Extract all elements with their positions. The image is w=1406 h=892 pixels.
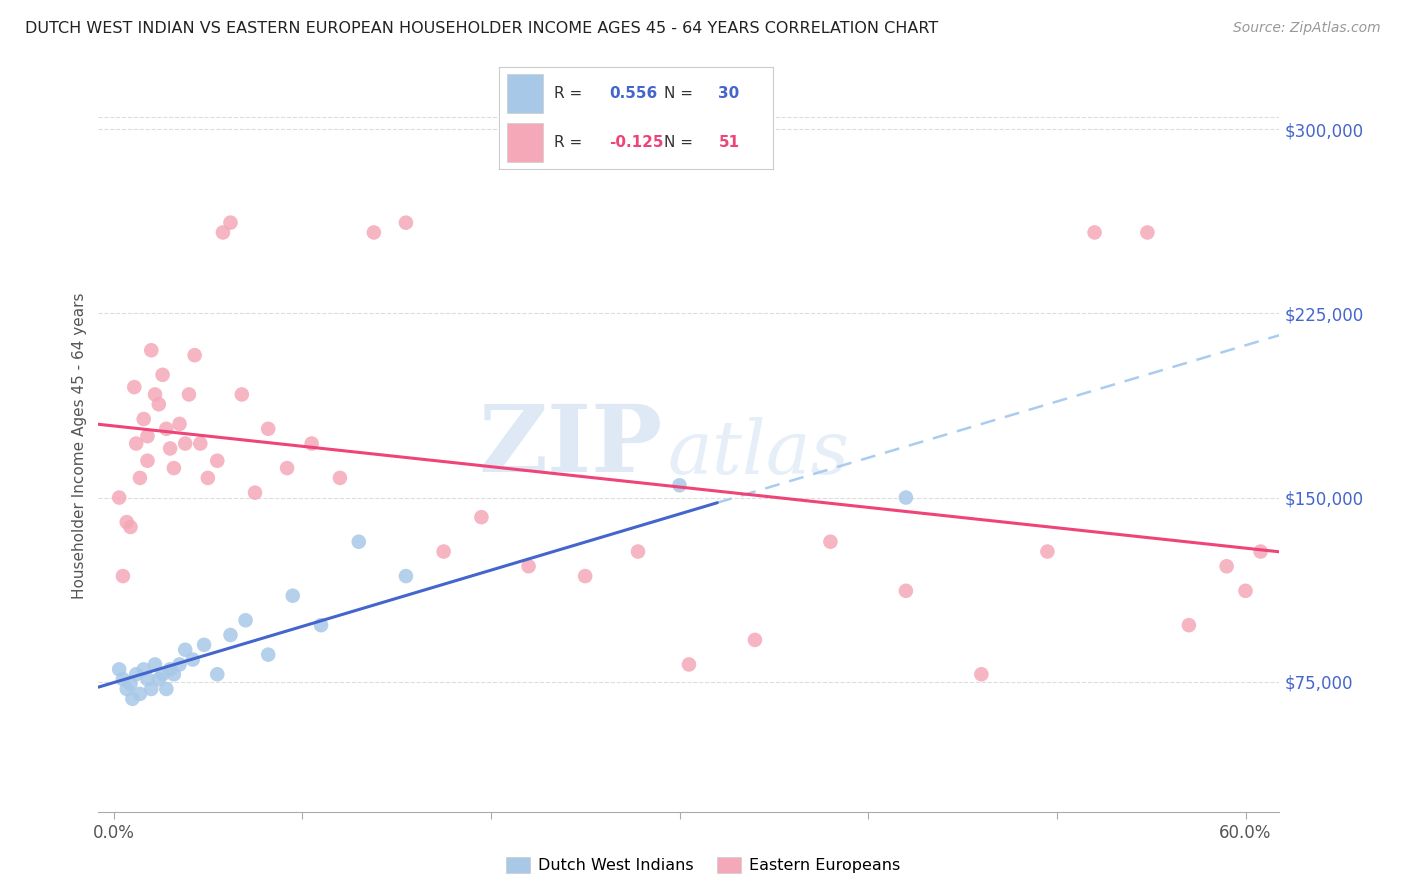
Point [219, 628, 242, 642]
Point [132, 662, 155, 676]
Point [1036, 544, 1059, 558]
Point [155, 681, 177, 696]
Point [152, 667, 174, 681]
Point [183, 348, 205, 362]
Point [574, 569, 596, 583]
Point [193, 638, 215, 652]
Point [188, 436, 211, 450]
Text: -0.125: -0.125 [609, 136, 664, 151]
Point [121, 691, 143, 706]
Point [395, 569, 418, 583]
Point [1250, 544, 1272, 558]
Text: N =: N = [664, 136, 697, 151]
Point [159, 662, 181, 676]
Text: R =: R = [554, 136, 588, 151]
Point [163, 461, 186, 475]
Point [1083, 226, 1105, 240]
Point [136, 672, 159, 686]
Point [668, 478, 690, 492]
Point [347, 534, 370, 549]
Point [517, 559, 540, 574]
Point [257, 422, 280, 436]
Point [136, 429, 159, 443]
Point [141, 681, 163, 696]
Point [132, 412, 155, 426]
Point [207, 667, 229, 681]
Point [174, 642, 197, 657]
Text: R =: R = [554, 86, 588, 101]
Text: N =: N = [664, 86, 697, 101]
Point [169, 417, 191, 431]
Point [820, 534, 842, 549]
Point [115, 515, 138, 529]
Point [281, 589, 304, 603]
Text: ZIP: ZIP [478, 401, 664, 491]
Point [894, 491, 917, 505]
Point [212, 226, 235, 240]
Point [111, 569, 134, 583]
Text: 51: 51 [718, 136, 740, 151]
Point [894, 583, 917, 598]
Point [231, 387, 253, 401]
Point [219, 216, 242, 230]
Point [243, 485, 266, 500]
Point [125, 436, 148, 450]
Point [129, 471, 152, 485]
Point [433, 544, 456, 558]
Point [235, 613, 257, 627]
Point [163, 667, 186, 681]
Point [108, 662, 131, 676]
Point [363, 226, 385, 240]
Point [301, 436, 323, 450]
Point [152, 368, 174, 382]
Point [627, 544, 650, 558]
Point [148, 672, 170, 686]
Text: 30: 30 [718, 86, 740, 101]
Y-axis label: Householder Income Ages 45 - 64 years: Householder Income Ages 45 - 64 years [72, 293, 87, 599]
Point [122, 380, 145, 394]
Text: DUTCH WEST INDIAN VS EASTERN EUROPEAN HOUSEHOLDER INCOME AGES 45 - 64 YEARS CORR: DUTCH WEST INDIAN VS EASTERN EUROPEAN HO… [25, 21, 939, 36]
Point [177, 387, 200, 401]
Point [309, 618, 332, 632]
Point [678, 657, 700, 672]
Text: atlas: atlas [668, 417, 849, 490]
Point [148, 397, 170, 411]
Point [181, 652, 204, 666]
Point [1136, 226, 1159, 240]
Point [111, 672, 134, 686]
Point [1215, 559, 1237, 574]
Point [159, 442, 181, 456]
Text: 0.556: 0.556 [609, 86, 657, 101]
Point [141, 343, 163, 358]
Point [470, 510, 492, 524]
Point [744, 632, 766, 647]
Point [1234, 583, 1257, 598]
Point [143, 657, 166, 672]
Point [395, 216, 418, 230]
Point [115, 681, 138, 696]
Point [129, 687, 152, 701]
Point [136, 454, 159, 468]
Legend: Dutch West Indians, Eastern Europeans: Dutch West Indians, Eastern Europeans [499, 850, 907, 880]
Point [155, 422, 177, 436]
Point [143, 387, 166, 401]
Point [120, 677, 142, 691]
Bar [508, 74, 543, 113]
Bar [508, 123, 543, 162]
Point [169, 657, 191, 672]
Point [970, 667, 993, 681]
Point [1178, 618, 1201, 632]
Point [329, 471, 352, 485]
Point [108, 491, 131, 505]
Text: Source: ZipAtlas.com: Source: ZipAtlas.com [1233, 21, 1381, 35]
Point [174, 436, 197, 450]
Point [197, 471, 219, 485]
Point [207, 454, 229, 468]
Point [120, 520, 142, 534]
Point [257, 648, 280, 662]
Point [276, 461, 298, 475]
Point [125, 667, 148, 681]
